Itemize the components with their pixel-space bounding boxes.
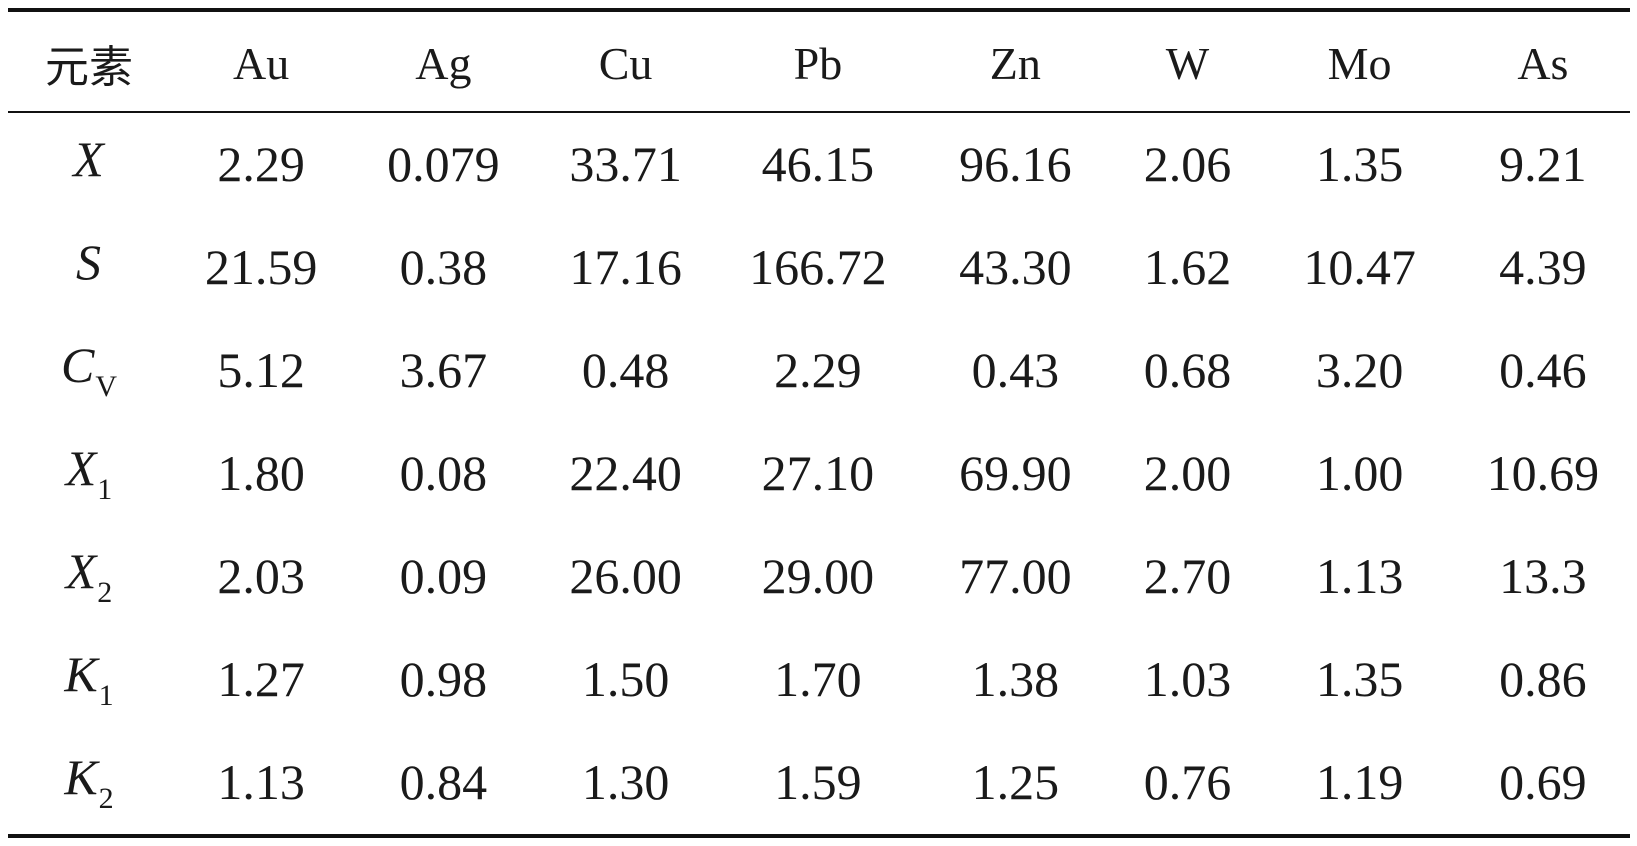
table-cell: 33.71 [569,135,682,192]
table-cell: 26.00 [569,547,682,604]
table-cell: 1.50 [581,650,670,707]
table-cell: 0.46 [1499,341,1587,398]
table-cell: 1.03 [1143,650,1232,707]
table-cell: 1.27 [217,650,305,707]
header-cell: Mo [1327,37,1392,89]
table-cell: 4.39 [1499,238,1587,295]
table-cell: 3.67 [399,341,488,398]
table-cell: 29.00 [761,547,875,604]
table-row: X2 2.03 0.09 26.00 29.00 77.00 2.70 1.13… [8,524,1630,627]
row-label-symbol: K [64,645,98,702]
row-label-subscript: 2 [97,575,113,609]
table-cell: 1.00 [1315,444,1404,501]
table-cell: 46.15 [761,135,875,192]
row-label: X1 [8,421,170,524]
table-row: CV 5.12 3.67 0.48 2.29 0.43 0.68 3.20 0.… [8,318,1630,421]
table-cell: 1.35 [1315,135,1404,192]
header-corner-cell: 元素 [44,42,133,93]
header-cell: Cu [598,37,653,89]
header-cell: As [1517,37,1569,89]
table-cell: 0.98 [399,650,488,707]
row-label: S [8,215,170,318]
table-cell: 1.13 [1315,547,1404,604]
header-cell: W [1165,37,1210,89]
table-cell: 17.16 [569,238,682,295]
table-cell: 1.38 [971,650,1060,707]
table-cell: 1.13 [217,753,305,810]
table-cell: 10.69 [1486,444,1600,501]
table-cell: 96.16 [959,135,1072,192]
table-cell: 1.30 [581,753,670,810]
table-body: X 2.29 0.079 33.71 46.15 96.16 2.06 1.35… [8,112,1630,833]
row-label-symbol: S [75,233,101,290]
header-cell: Ag [415,37,472,89]
table-cell: 0.38 [399,238,488,295]
header-cell: Pb [793,37,843,89]
table-cell: 10.47 [1303,238,1416,295]
row-label-symbol: C [60,336,95,393]
table-row: K2 1.13 0.84 1.30 1.59 1.25 0.76 1.19 0.… [8,730,1630,833]
table-header-row: 元素 Au Ag Cu Pb Zn W Mo As [8,14,1630,112]
table-cell: 0.08 [399,444,488,501]
table-cell: 2.29 [774,341,862,398]
table-cell: 3.20 [1315,341,1404,398]
table-cell: 2.29 [217,135,305,192]
table-cell: 1.19 [1315,753,1404,810]
table-cell: 0.76 [1143,753,1232,810]
table-cell: 0.43 [971,341,1060,398]
table-cell: 166.72 [749,238,887,295]
row-label-subscript: 1 [98,678,114,712]
table-cell: 5.12 [217,341,305,398]
table-cell: 2.06 [1143,135,1232,192]
table-cell: 22.40 [569,444,682,501]
table-cell: 13.3 [1499,547,1587,604]
table-cell: 2.00 [1143,444,1232,501]
table-row: X1 1.80 0.08 22.40 27.10 69.90 2.00 1.00… [8,421,1630,524]
table-cell: 0.079 [387,135,500,192]
table-cell: 0.84 [399,753,488,810]
table-cell: 1.70 [774,650,862,707]
table-header-rule [8,111,1630,113]
table-cell: 0.86 [1499,650,1587,707]
table-cell: 2.70 [1143,547,1232,604]
table-cell: 77.00 [959,547,1072,604]
table-cell: 0.09 [399,547,488,604]
table-bottom-rule [8,834,1630,838]
table-cell: 1.80 [217,444,305,501]
table-cell: 0.48 [581,341,670,398]
data-table-container: 元素 Au Ag Cu Pb Zn W Mo As X 2.29 0.079 3… [8,8,1630,838]
table-cell: 2.03 [217,547,305,604]
table-cell: 43.30 [959,238,1072,295]
row-label: K2 [8,730,170,833]
table-row: X 2.29 0.079 33.71 46.15 96.16 2.06 1.35… [8,112,1630,215]
table-cell: 1.62 [1143,238,1232,295]
element-statistics-table: 元素 Au Ag Cu Pb Zn W Mo As X 2.29 0.079 3… [8,14,1630,833]
row-label-subscript: 2 [98,781,114,815]
row-label-symbol: X [65,439,97,496]
row-label-subscript: 1 [97,472,113,506]
table-cell: 0.69 [1499,753,1587,810]
row-label: CV [8,318,170,421]
row-label: K1 [8,627,170,730]
table-top-rule [8,8,1630,12]
row-label: X2 [8,524,170,627]
table-cell: 0.68 [1143,341,1232,398]
header-cell: Au [232,37,290,89]
table-cell: 69.90 [959,444,1072,501]
table-cell: 1.59 [774,753,862,810]
table-cell: 1.25 [971,753,1060,810]
row-label-subscript: V [95,369,117,403]
row-label: X [8,112,170,215]
row-label-symbol: X [73,130,104,187]
table-cell: 21.59 [204,238,318,295]
table-cell: 9.21 [1499,135,1587,192]
table-row: S 21.59 0.38 17.16 166.72 43.30 1.62 10.… [8,215,1630,318]
table-row: K1 1.27 0.98 1.50 1.70 1.38 1.03 1.35 0.… [8,627,1630,730]
row-label-symbol: X [65,542,97,599]
table-cell: 27.10 [761,444,875,501]
table-cell: 1.35 [1315,650,1404,707]
header-cell: Zn [989,37,1041,89]
row-label-symbol: K [64,748,98,805]
